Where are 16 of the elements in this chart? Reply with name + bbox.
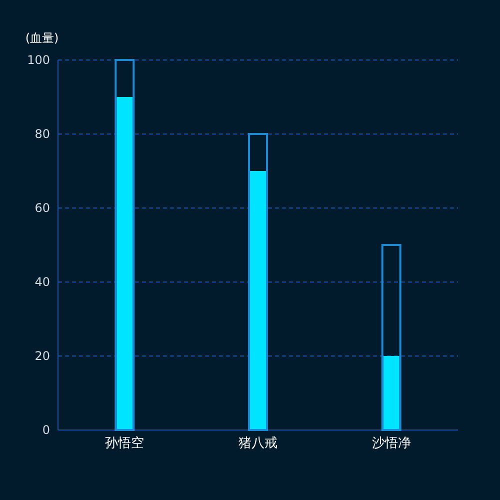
bar — [114, 59, 135, 431]
x-tick-label: 猪八戒 — [238, 436, 278, 451]
bar — [383, 356, 400, 430]
bar — [116, 97, 133, 430]
y-tick-label: 40 — [34, 275, 50, 289]
y-tick-label: 0 — [42, 423, 50, 437]
y-axis-title: (血量) — [25, 31, 59, 45]
x-tick-label: 沙悟净 — [372, 436, 411, 451]
y-tick-label: 60 — [34, 201, 50, 215]
y-tick-label: 80 — [34, 127, 50, 141]
bar — [248, 133, 268, 431]
x-tick-label: 孙悟空 — [105, 436, 144, 451]
bar — [250, 171, 266, 430]
y-tick-label: 100 — [27, 53, 50, 67]
bar — [381, 244, 402, 431]
y-tick-label: 20 — [34, 349, 50, 363]
